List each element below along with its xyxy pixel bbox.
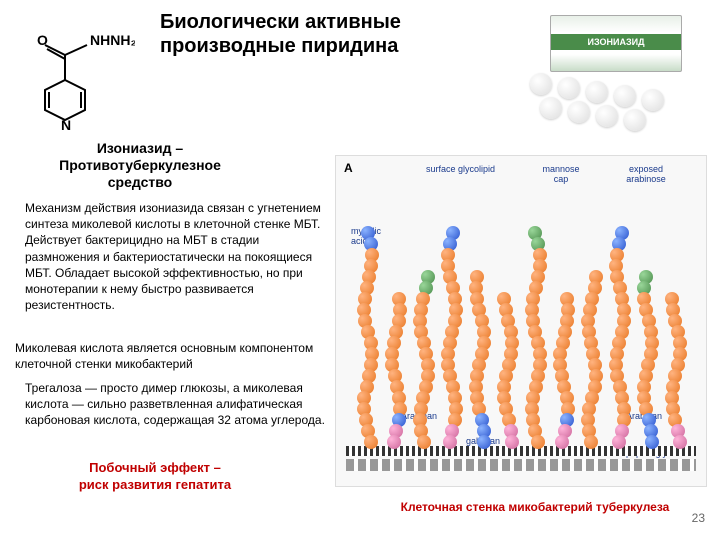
- mechanism-text: Механизм действия изониазида связан с уг…: [25, 200, 325, 313]
- drug-name-heading: Изониазид – Противотуберкулезное средств…: [55, 140, 225, 190]
- helix-chain: [529, 226, 543, 446]
- label-exposed-arabinose: exposed arabinose: [616, 164, 676, 184]
- pill-icon: [530, 73, 552, 95]
- atom-n: N: [61, 117, 71, 130]
- drug-name-l2: Противотуберкулезное: [59, 157, 221, 173]
- helix-chain: [361, 226, 375, 446]
- helix-chain: [501, 292, 515, 446]
- side-effect-l1: Побочный эффект –: [89, 460, 221, 475]
- pill-icon: [642, 89, 664, 111]
- panel-label: A: [344, 161, 353, 175]
- pill-icon: [596, 105, 618, 127]
- pill-icon: [624, 109, 646, 131]
- atom-o: O: [37, 32, 48, 48]
- pill-icon: [614, 85, 636, 107]
- pill-icon: [568, 101, 590, 123]
- package-box: ИЗОНИАЗИД: [550, 15, 682, 72]
- isoniazid-molecule: O NHNH₂ N: [15, 20, 135, 130]
- helix-chain: [557, 292, 571, 446]
- drug-name-l1: Изониазид –: [97, 140, 183, 156]
- slide-container: Биологически активные производные пириди…: [0, 0, 720, 540]
- helix-chain: [669, 292, 683, 446]
- drug-package-image: ИЗОНИАЗИД: [520, 15, 700, 125]
- side-effect-l2: риск развития гепатита: [79, 477, 231, 492]
- baseline-lower: [346, 459, 696, 471]
- package-label: ИЗОНИАЗИД: [551, 34, 681, 50]
- slide-title: Биологически активные производные пириди…: [160, 10, 460, 58]
- label-surface-glycolipid: surface glycolipid: [426, 164, 495, 174]
- helix-chain: [445, 226, 459, 446]
- pill-icon: [586, 81, 608, 103]
- label-mannose-cap: mannose cap: [536, 164, 586, 184]
- helix-chain: [641, 270, 655, 446]
- trehalose-text: Трегалоза — просто димер глюкозы, а мико…: [25, 380, 335, 429]
- cell-wall-diagram: A surface glycolipid mannose cap exposed…: [335, 155, 707, 487]
- atom-nhnh2: NHNH₂: [90, 32, 135, 48]
- helix-chain: [613, 226, 627, 446]
- helix-chain: [585, 270, 599, 446]
- baseline-upper: [346, 446, 696, 456]
- helix-chain: [417, 270, 431, 446]
- drug-name-l3: средство: [108, 174, 172, 190]
- helix-chain: [389, 292, 403, 446]
- mycolic-acid-text: Миколевая кислота является основным комп…: [15, 340, 345, 372]
- helix-chain: [473, 270, 487, 446]
- pill-icon: [540, 97, 562, 119]
- diagram-caption: Клеточная стенка микобактерий туберкулез…: [370, 500, 700, 514]
- page-number: 23: [692, 511, 705, 525]
- pill-icon: [558, 77, 580, 99]
- side-effect-warning: Побочный эффект – риск развития гепатита: [55, 460, 255, 494]
